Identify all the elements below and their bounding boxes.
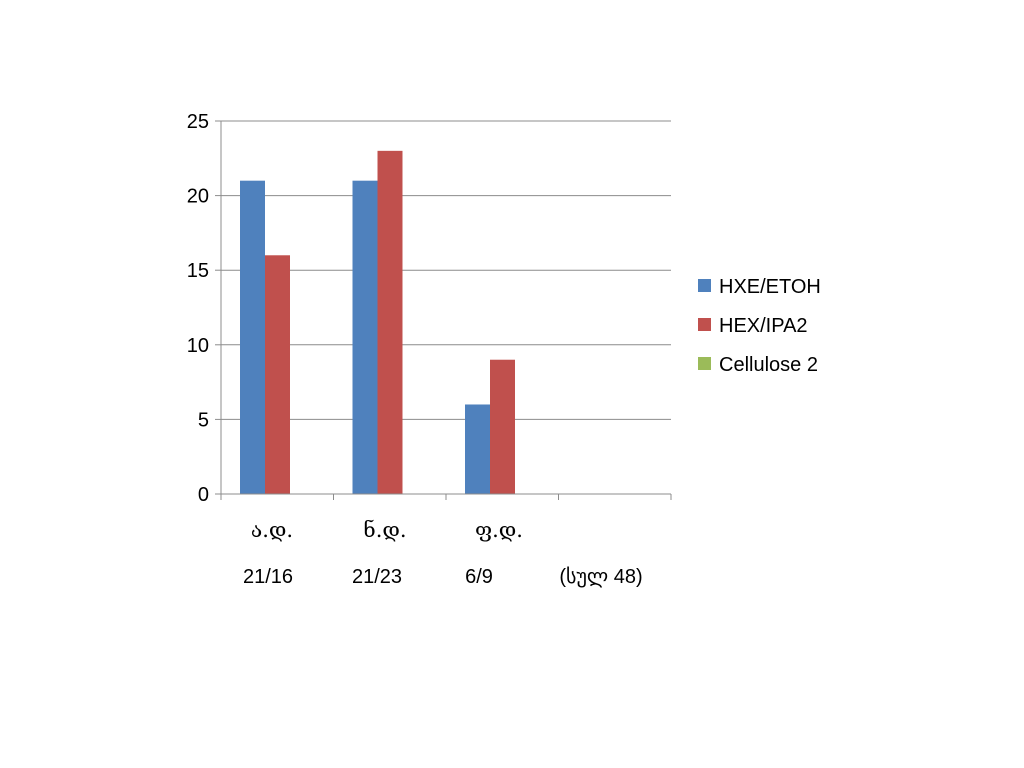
bars [240, 150, 515, 494]
x-category-sublabel: 6/9 [465, 566, 493, 588]
x-category-labels: ა.დ. ნ.დ. ფ.დ. 21/16 21/23 6/9 (სულ 48) [243, 518, 643, 588]
x-category-label: ფ.დ. [475, 518, 523, 542]
y-tick-label: 0 [198, 484, 209, 506]
bar-2-1 [265, 255, 290, 494]
bar-2-3 [490, 359, 515, 494]
axes [215, 120, 672, 500]
bar-2-2 [377, 150, 403, 494]
x-category-label: ა.დ. [251, 518, 293, 542]
bar-1-1 [240, 180, 265, 494]
y-tick-label: 5 [198, 409, 209, 431]
legend-label: HEX/IPA2 [719, 315, 808, 337]
bar-1-3 [465, 404, 490, 494]
legend: HXE/ETOH HEX/IPA2 Cellulose 2 [698, 276, 821, 376]
y-tick-label: 25 [187, 111, 209, 133]
y-tick-label: 10 [187, 335, 209, 357]
bar-1-2 [352, 180, 378, 494]
x-category-label: ნ.დ. [363, 518, 406, 542]
x-category-sublabel: (სულ 48) [559, 566, 642, 588]
legend-swatch [698, 357, 711, 370]
y-tick-label: 15 [187, 260, 209, 282]
legend-label: Cellulose 2 [719, 354, 818, 376]
x-category-sublabel: 21/23 [352, 566, 402, 588]
legend-swatch [698, 279, 711, 292]
legend-label: HXE/ETOH [719, 276, 821, 298]
gridlines [221, 120, 671, 420]
legend-swatch [698, 318, 711, 331]
x-category-sublabel: 21/16 [243, 566, 293, 588]
y-tick-label: 20 [187, 186, 209, 208]
y-tick-labels: 0 5 10 15 20 25 [187, 111, 209, 506]
